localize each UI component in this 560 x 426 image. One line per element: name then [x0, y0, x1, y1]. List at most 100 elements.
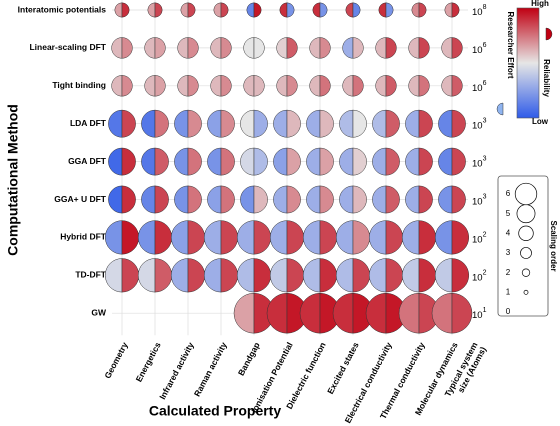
effort-half	[441, 37, 453, 59]
reliability-half	[385, 258, 404, 293]
reliability-half	[253, 75, 265, 97]
effort-half	[408, 37, 420, 59]
reliability-half	[319, 220, 338, 255]
system-size-exponent: 1	[483, 307, 487, 314]
system-size-base: 10	[472, 7, 483, 18]
x-axis-title: Calculated Property	[149, 403, 281, 419]
effort-half	[339, 147, 354, 176]
reliability-half	[286, 147, 301, 176]
x-tick-label: Geometry	[102, 340, 130, 380]
effort-half	[375, 75, 387, 97]
reliability-half	[418, 220, 437, 255]
effort-half	[203, 220, 222, 255]
reliability-half	[220, 147, 235, 176]
effort-half	[368, 220, 387, 255]
size-tick-label: 6	[506, 189, 511, 198]
effort-half	[309, 75, 321, 97]
reliability-half	[220, 258, 239, 293]
effort-half	[137, 220, 156, 255]
system-size: 108	[472, 4, 487, 18]
system-size-exponent: 6	[483, 42, 487, 49]
system-size-exponent: 2	[483, 231, 487, 238]
effort-half	[345, 2, 354, 18]
effort-half	[111, 37, 123, 59]
reliability-half	[385, 37, 397, 59]
effort-half	[240, 109, 255, 138]
row-label: LDA DFT	[70, 118, 107, 128]
effort-half	[332, 292, 354, 334]
effort-half	[276, 75, 288, 97]
reliability-half	[286, 258, 305, 293]
reliability-half	[352, 75, 364, 97]
effort-half	[302, 220, 321, 255]
size-legend-circle	[521, 268, 531, 277]
row-label: TD-DFT	[75, 270, 106, 280]
size-legend-circle	[520, 247, 532, 259]
reliability-half	[121, 2, 130, 18]
effort-half	[111, 75, 123, 97]
effort-half	[104, 220, 123, 255]
reliability-half	[418, 37, 430, 59]
reliability-half	[385, 109, 400, 138]
reliability-half	[352, 37, 364, 59]
effort-half	[141, 109, 156, 138]
row-label: Interatomic potentials	[18, 4, 107, 14]
effort-half	[299, 292, 321, 334]
effort-half	[339, 185, 354, 214]
effort-half	[177, 37, 189, 59]
system-size-base: 10	[472, 310, 483, 321]
effort-half	[401, 220, 420, 255]
effort-half	[405, 147, 420, 176]
reliability-half	[220, 220, 239, 255]
reliability-half	[187, 258, 206, 293]
effort-half	[170, 220, 189, 255]
effort-half	[246, 2, 255, 18]
effort-half	[438, 185, 453, 214]
effort-half	[408, 75, 420, 97]
reliability-half	[451, 185, 466, 214]
reliability-half	[286, 2, 295, 18]
effort-label: Researcher Effort	[506, 11, 515, 78]
size-tick-label: 5	[506, 209, 511, 218]
reliability-half	[286, 185, 301, 214]
effort-half	[342, 75, 354, 97]
reliability-half	[253, 185, 268, 214]
reliability-half	[451, 75, 463, 97]
effort-half	[240, 185, 255, 214]
reliability-half	[352, 185, 367, 214]
y-axis-title: Computational Method	[5, 104, 21, 256]
reliability-half	[319, 109, 334, 138]
reliability-half	[154, 185, 169, 214]
effort-half	[108, 185, 123, 214]
reliability-half	[154, 258, 173, 293]
reliability-half	[451, 37, 463, 59]
reliability-half	[187, 147, 202, 176]
system-size-exponent: 6	[483, 80, 487, 87]
colorbar	[516, 7, 540, 119]
effort-half	[213, 2, 222, 18]
reliability-half	[418, 185, 433, 214]
reliability-half	[418, 147, 433, 176]
effort-half	[108, 147, 123, 176]
effort-half	[243, 37, 255, 59]
effort-half	[207, 109, 222, 138]
system-size-base: 10	[472, 196, 483, 207]
effort-half	[312, 2, 321, 18]
effort-icon	[496, 102, 504, 116]
effort-half	[174, 109, 189, 138]
effort-half	[233, 292, 255, 334]
reliability-half	[451, 292, 473, 334]
effort-half	[174, 185, 189, 214]
effort-half	[144, 37, 156, 59]
reliability-half	[286, 220, 305, 255]
reliability-half	[187, 37, 199, 59]
effort-half	[434, 220, 453, 255]
reliability-half	[154, 37, 166, 59]
reliability-label: Reliability	[542, 59, 551, 97]
effort-half	[431, 292, 453, 334]
reliability-half	[319, 75, 331, 97]
reliability-half	[286, 75, 298, 97]
reliability-half	[451, 220, 470, 255]
system-size-exponent: 3	[483, 155, 487, 162]
reliability-half	[319, 185, 334, 214]
